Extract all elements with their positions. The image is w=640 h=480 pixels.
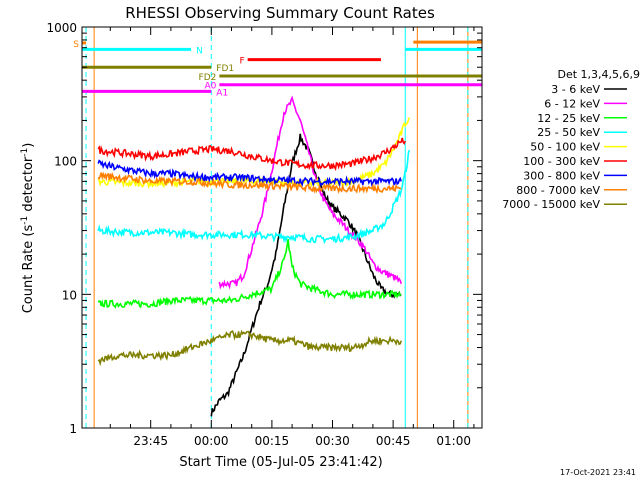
- series-line: [97, 137, 406, 172]
- x-tick-label: 00:00: [194, 434, 229, 448]
- state-bar-label: F: [239, 57, 244, 67]
- y-tick-label: 10: [62, 288, 77, 302]
- series-line: [210, 133, 402, 417]
- series-line: [97, 239, 402, 309]
- y-label-sup: -1: [20, 148, 30, 157]
- state-bar-label: FD2: [199, 73, 217, 83]
- y-tick-label: 1000: [46, 21, 77, 35]
- legend-entry-label: 12 - 25 keV: [537, 112, 600, 125]
- series-line: [97, 329, 402, 367]
- legend-entry-label: 6 - 12 keV: [544, 97, 600, 110]
- y-axis-label: Count Rate (s-1 detector-1): [20, 143, 36, 314]
- series-line: [218, 95, 402, 290]
- y-label-part: Count Rate (s: [21, 225, 36, 314]
- plot-frame: [81, 26, 483, 429]
- x-axis-label: Start Time (05-Jul-05 23:41:42): [179, 455, 382, 470]
- x-tick-label: 00:15: [255, 434, 290, 448]
- legend-entry-label: 7000 - 15000 keV: [502, 198, 600, 211]
- state-bar-label: N: [196, 46, 203, 56]
- y-tick-label: 1: [69, 422, 77, 436]
- y-label-part: ): [21, 143, 36, 148]
- series-line: [97, 149, 411, 245]
- series-line: [97, 117, 411, 190]
- legend-entry-label: 100 - 300 keV: [523, 155, 600, 168]
- axes: 23:45 00:00 00:15 00:30 00:45 01:00 1 10 100 1000: [46, 21, 482, 448]
- y-label-sup: -1: [20, 216, 30, 225]
- y-label-part: detector: [21, 156, 36, 216]
- footer-date: 17-Oct-2021 23:41: [560, 468, 636, 477]
- series-line: [97, 171, 402, 195]
- x-tick-label: 00:45: [376, 434, 411, 448]
- chart-title: RHESSI Observing Summary Count Rates: [125, 4, 435, 22]
- legend-title: Det 1,3,4,5,6,9: [557, 68, 640, 81]
- legend-entry-label: 50 - 100 keV: [530, 141, 600, 154]
- state-bar-label: FD1: [216, 64, 234, 74]
- x-tick-label: 01:00: [436, 434, 471, 448]
- series-line: [97, 159, 402, 188]
- legend-entry-label: 25 - 50 keV: [537, 126, 600, 139]
- vertical-markers: [85, 27, 469, 428]
- legend-entry-label: 300 - 800 keV: [523, 169, 600, 182]
- state-bar-label: A0: [204, 82, 216, 92]
- legend-entry-label: 800 - 7000 keV: [516, 184, 600, 197]
- legend-entry-label: 3 - 6 keV: [551, 83, 600, 96]
- state-bar-label: A1: [216, 88, 228, 98]
- x-tick-label: 23:45: [133, 434, 168, 448]
- y-tick-label: 100: [54, 155, 77, 169]
- state-bar-label: S: [73, 40, 79, 50]
- x-tick-label: 00:30: [315, 434, 350, 448]
- series-lines: [97, 95, 411, 417]
